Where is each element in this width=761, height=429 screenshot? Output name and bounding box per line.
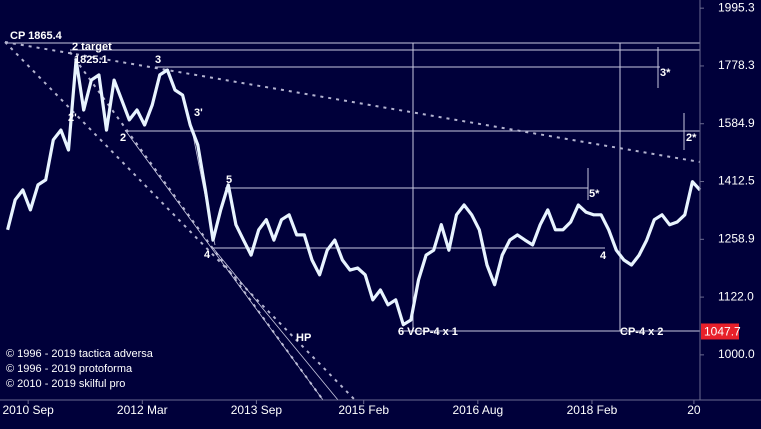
trend-line bbox=[4, 41, 701, 163]
annotation: 3' bbox=[194, 107, 203, 119]
x-tick-label: 2015 Feb bbox=[338, 403, 389, 417]
annotation: CP-4 x 2 bbox=[620, 326, 663, 338]
annotation: 6 VCP-4 x 1 bbox=[398, 326, 458, 338]
annotation: 3 bbox=[155, 54, 161, 66]
y-tick-label: 1995.3 bbox=[718, 0, 755, 14]
x-tick-label: 2013 Sep bbox=[231, 403, 283, 417]
x-tick-label: 20 bbox=[687, 403, 701, 417]
trend-line bbox=[4, 41, 356, 401]
annotation: 4 bbox=[600, 250, 607, 262]
copyright: © 1996 - 2019 tactica adversa bbox=[6, 348, 154, 360]
annotation: 2 target bbox=[72, 41, 112, 53]
annotation: 2* bbox=[686, 132, 697, 144]
x-tick-label: 2012 Mar bbox=[117, 403, 168, 417]
annotation: CP 1865.4 bbox=[10, 30, 63, 42]
copyright: © 1996 - 2019 protoforma bbox=[6, 363, 133, 375]
annotation: HP bbox=[296, 332, 311, 344]
x-tick-label: 2016 Aug bbox=[452, 403, 503, 417]
y-tick-label: 1258.9 bbox=[718, 231, 755, 245]
annotation: 4 bbox=[204, 249, 211, 261]
annotation: 1825.1 bbox=[74, 54, 108, 66]
trend-line bbox=[212, 247, 339, 401]
last-price-box bbox=[701, 323, 739, 340]
x-tick-label: 2010 Sep bbox=[2, 403, 54, 417]
trend-line bbox=[124, 129, 324, 401]
y-tick-label: 1000.0 bbox=[718, 347, 755, 361]
y-tick-label: 1584.9 bbox=[718, 116, 755, 130]
annotation: 2 bbox=[120, 132, 126, 144]
annotation: 5* bbox=[589, 188, 600, 200]
annotation: 3* bbox=[660, 67, 671, 79]
y-tick-label: 1778.3 bbox=[718, 58, 755, 72]
x-tick-label: 2018 Feb bbox=[567, 403, 618, 417]
annotation: 2' bbox=[68, 112, 77, 124]
annotation: 5 bbox=[226, 174, 232, 186]
y-tick-label: 1412.5 bbox=[718, 174, 755, 188]
drawing-tools bbox=[4, 41, 701, 401]
plot-area bbox=[6, 58, 702, 327]
last-price-label: 1047.7 bbox=[704, 325, 741, 339]
copyright: © 2010 - 2019 skilful pro bbox=[6, 378, 125, 390]
price-line bbox=[6, 58, 702, 327]
y-tick-label: 1122.0 bbox=[718, 289, 754, 303]
